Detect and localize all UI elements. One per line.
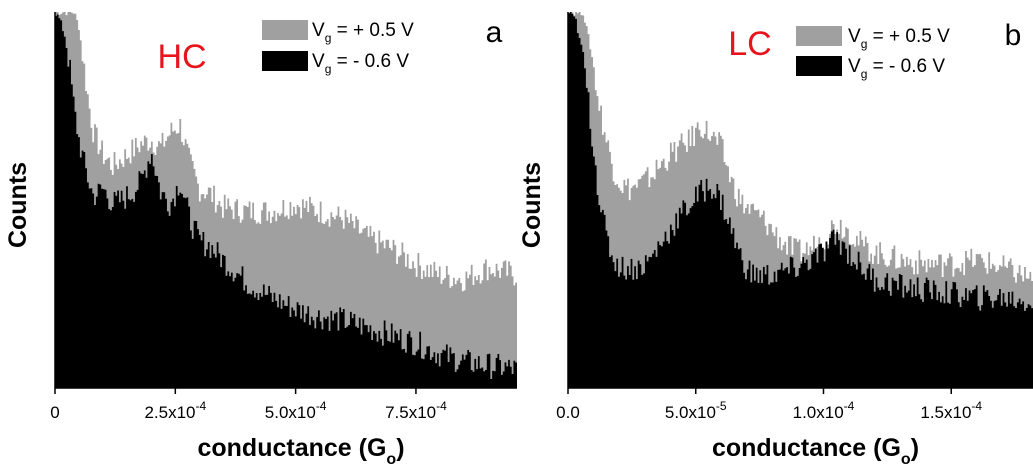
legend-swatch xyxy=(262,20,308,40)
legend-label: Vg = + 0.5 V xyxy=(848,26,950,51)
x-tick-label: 1.5x10-4 xyxy=(920,399,982,422)
x-axis-title: conductance (Go) xyxy=(197,434,404,466)
x-tick-label: 0 xyxy=(50,403,59,422)
legend: Vg = + 0.5 V Vg = - 0.6 V xyxy=(796,26,950,81)
legend-swatch xyxy=(796,26,842,46)
legend-label: Vg = - 0.6 V xyxy=(848,56,945,81)
legend-label: Vg = - 0.6 V xyxy=(312,51,409,76)
x-tick-label: 2.5x10-4 xyxy=(144,399,206,422)
legend-swatch xyxy=(796,56,842,76)
legend: Vg = + 0.5 V Vg = - 0.6 V xyxy=(262,20,414,76)
panel-tag: LC xyxy=(728,25,771,63)
panel-letter: b xyxy=(1005,19,1022,52)
x-tick-label: 0.0 xyxy=(556,403,580,422)
chart-panel-a: 0 2.5x10-4 5.0x10-4 7.5x10-4 conductance (Go… xyxy=(4,12,517,466)
x-tick-label: 7.5x10-4 xyxy=(385,399,447,422)
x-tick-label: 1.0x10-4 xyxy=(793,399,855,422)
series-area-negative-gate xyxy=(568,12,1033,388)
x-tick-label: 5.0x10-5 xyxy=(665,399,727,422)
y-axis-title: Counts xyxy=(518,162,546,248)
legend-label: Vg = + 0.5 V xyxy=(312,20,414,45)
y-axis-title: Counts xyxy=(4,162,32,248)
series-area-negative-gate xyxy=(55,14,517,388)
legend-swatch xyxy=(262,51,308,71)
panel-letter: a xyxy=(486,16,503,49)
plot-area xyxy=(55,12,517,388)
x-tick-label: 5.0x10-4 xyxy=(265,399,327,422)
panel-tag: HC xyxy=(157,38,206,76)
x-axis-title: conductance (Go) xyxy=(712,434,919,466)
plot-area xyxy=(568,12,1033,388)
